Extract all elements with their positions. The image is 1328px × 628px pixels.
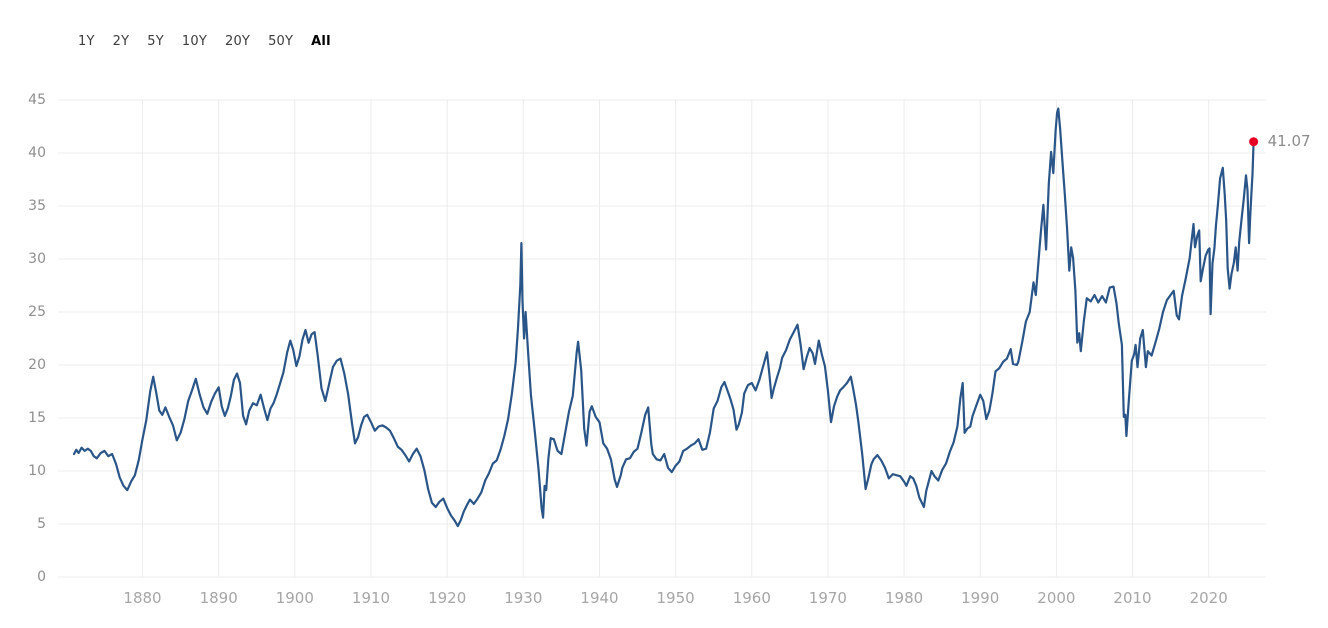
y-tick-label: 45 [28,92,46,108]
x-tick-label: 1940 [580,589,618,607]
x-tick-label: 1910 [352,589,390,607]
endpoint-value-label: 41.07 [1268,132,1311,150]
range-button-2y[interactable]: 2Y [112,34,130,49]
x-tick-label: 2010 [1113,589,1151,607]
y-tick-label: 5 [37,516,46,532]
y-tick-label: 15 [28,410,46,426]
y-tick-label: 30 [28,251,46,267]
x-tick-label: 1890 [200,589,238,607]
x-tick-label: 1980 [885,589,923,607]
y-tick-label: 0 [37,569,46,585]
endpoint-dot [1249,137,1259,147]
x-tick-label: 1920 [428,589,466,607]
x-tick-label: 1970 [809,589,847,607]
x-tick-label: 2020 [1190,589,1228,607]
range-button-10y[interactable]: 10Y [181,34,207,49]
y-tick-label: 20 [28,357,46,373]
x-tick-label: 2000 [1037,589,1075,607]
range-selector: 1Y 2Y 5Y 10Y 20Y 50Y All [78,34,331,49]
x-tick-label: 1960 [733,589,771,607]
y-tick-label: 10 [28,463,46,479]
range-button-5y[interactable]: 5Y [147,34,164,49]
y-tick-label: 40 [28,145,46,161]
x-tick-label: 1900 [276,589,314,607]
x-tick-label: 1930 [504,589,542,607]
x-tick-label: 1990 [961,589,999,607]
price-line[interactable] [72,107,1255,528]
range-button-all[interactable]: All [311,34,331,49]
range-button-20y[interactable]: 20Y [224,34,251,49]
y-tick-label: 35 [28,198,46,214]
x-tick-label: 1950 [657,589,695,607]
range-button-50y[interactable]: 50Y [268,34,294,49]
x-tick-label: 1880 [123,589,161,607]
y-tick-label: 25 [28,304,46,320]
range-button-1y[interactable]: 1Y [78,34,95,49]
